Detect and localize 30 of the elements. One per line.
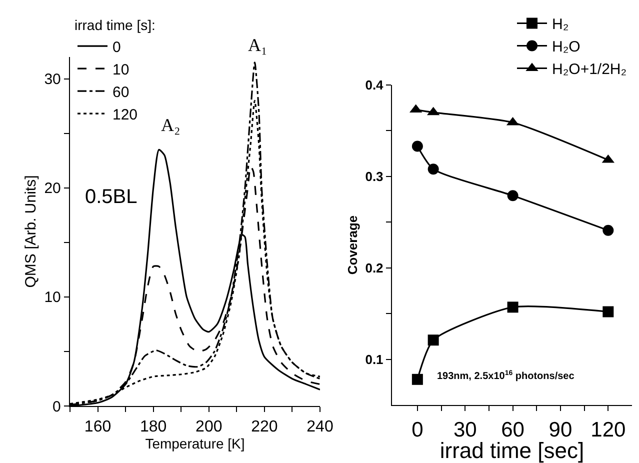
x-tick-label: 160 [84,418,112,436]
legend-label: H₂ [552,16,569,34]
x-tick-label: 200 [196,418,222,436]
x-tick-label: 220 [251,418,278,436]
x-tick-label: 240 [306,418,334,436]
y-axis-title: Coverage [345,215,360,275]
annotation: 0.5BL [85,186,138,208]
legend-label: H₂O+1/2H₂ [552,61,627,78]
y-tick-label: 0.1 [365,352,384,367]
x-tick-label: 180 [140,418,167,436]
y-tick-label: 20 [44,180,61,198]
legend-label: 10 [112,61,130,78]
y-tick-label: 0.2 [365,260,384,276]
legend-label: H₂O [552,38,580,56]
y-axis-title: QMS [Arb. Units] [22,175,40,288]
x-tick-label: 120 [590,418,626,442]
y-tick-label: 10 [44,289,61,306]
annotation: 193nm, 2.5x10$^{16}$ photons/sec [437,370,575,382]
legend-label: 120 [112,106,138,124]
y-tick-label: 30 [44,71,61,88]
legend-label: 60 [112,84,130,101]
text: A₁ [248,35,268,55]
y-tick-label: 0 [52,398,61,416]
y-tick-label: 0.3 [365,168,384,184]
legend-label: 0 [112,38,121,56]
legend-title: irrad time [s]: [74,16,156,33]
x-axis-title: Temperature [K] [145,436,245,452]
y-tick-label: 0.4 [365,78,384,93]
annotation: A₂ [161,115,180,135]
x-tick-label: 0 [412,418,424,442]
